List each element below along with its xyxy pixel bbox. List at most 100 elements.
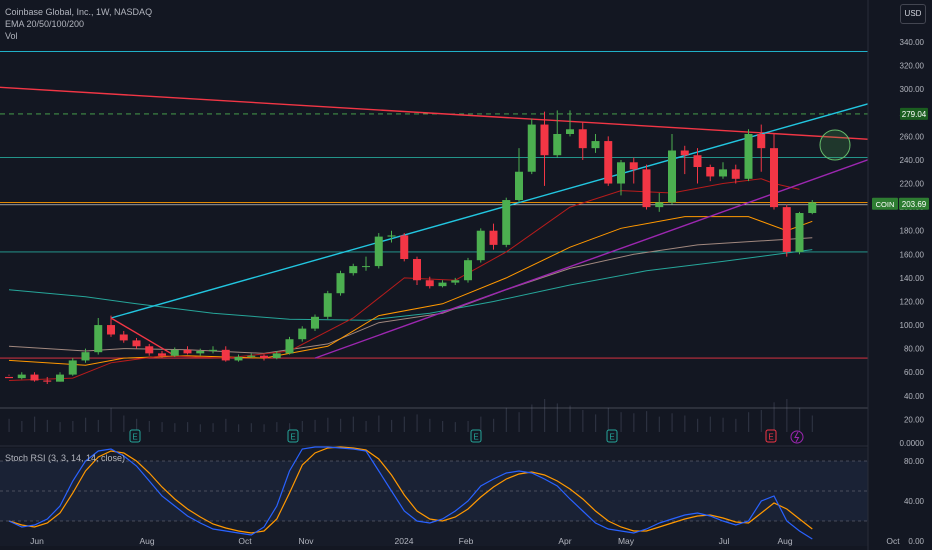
- volume-bar: [327, 417, 329, 432]
- volume-bar: [722, 417, 724, 432]
- volume-bar: [467, 421, 469, 432]
- volume-bar: [378, 415, 380, 432]
- volume-bar: [760, 410, 762, 432]
- volume-bar: [187, 422, 189, 432]
- candle-body: [668, 150, 676, 203]
- candle-body: [502, 200, 511, 245]
- candle-body: [527, 124, 536, 172]
- y-tick-label: 0.0000: [900, 439, 925, 448]
- volume-bar: [263, 424, 265, 432]
- ema50-line: [8, 216, 813, 366]
- candle-body: [464, 260, 472, 281]
- y-tick-label: 180.00: [900, 227, 925, 236]
- earnings-marker-label: E: [132, 433, 137, 442]
- candle-body: [221, 349, 230, 361]
- candle-body: [782, 207, 791, 252]
- level-price-label: 279.04: [902, 110, 927, 119]
- volume-bar: [709, 416, 711, 432]
- candle-body: [349, 266, 358, 274]
- candle-body: [272, 353, 281, 359]
- volume-bar: [34, 416, 36, 432]
- volume-bar: [748, 412, 750, 432]
- rsi-y-tick-label: 80.00: [904, 457, 925, 466]
- volume-bar: [8, 418, 10, 432]
- candle-body: [808, 202, 817, 214]
- candle-body: [183, 349, 192, 354]
- x-tick-label: Nov: [298, 536, 314, 546]
- y-tick-label: 140.00: [900, 274, 925, 283]
- volume-bar: [595, 414, 597, 432]
- volume-bar: [365, 421, 367, 432]
- volume-bar: [238, 424, 240, 432]
- x-tick-label: Jul: [719, 536, 730, 546]
- y-tick-label: 160.00: [900, 250, 925, 259]
- price-axis: [868, 0, 932, 550]
- candle-body: [591, 141, 600, 149]
- volume-bar: [352, 416, 354, 432]
- volume-bar: [493, 418, 495, 432]
- candle-body: [145, 346, 154, 354]
- volume-bar: [658, 416, 660, 432]
- volume-bar: [301, 421, 303, 432]
- candle-body: [94, 325, 103, 353]
- y-tick-label: 320.00: [900, 62, 925, 71]
- volume-bar: [314, 419, 316, 432]
- earnings-marker-label: E: [290, 433, 295, 442]
- stoch-rsi-legend[interactable]: Stoch RSI (3, 3, 14, 14, close): [5, 453, 126, 463]
- candle-body: [68, 360, 77, 375]
- x-tick-label: Aug: [139, 536, 154, 546]
- candle-body: [706, 167, 715, 177]
- candle-body: [336, 273, 345, 294]
- candle-body: [247, 355, 256, 357]
- candle-body: [476, 230, 485, 261]
- earnings-marker-label: E: [473, 433, 478, 442]
- candle-body: [795, 213, 804, 252]
- candle-body: [387, 235, 396, 237]
- volume-bar: [250, 423, 252, 432]
- volume-bar: [442, 421, 444, 432]
- volume-legend[interactable]: Vol: [5, 31, 18, 41]
- volume-bar: [544, 399, 546, 432]
- candle-body: [43, 380, 52, 382]
- volume-bar: [46, 419, 48, 432]
- rsi-y-tick-label: 40.00: [904, 497, 925, 506]
- x-tick-label: Apr: [558, 536, 571, 546]
- currency-button[interactable]: USD: [900, 4, 926, 24]
- candle-body: [489, 230, 498, 245]
- candle-body: [425, 280, 434, 287]
- ticker-badge: [872, 197, 898, 210]
- volume-bar: [72, 421, 74, 432]
- x-tick-label: 2024: [395, 536, 414, 546]
- candle-body: [680, 150, 689, 156]
- candle-body: [107, 325, 115, 335]
- volume-bar: [786, 399, 788, 432]
- candle-body: [56, 374, 64, 382]
- candle-body: [540, 124, 549, 156]
- stoch-d-line: [8, 446, 813, 534]
- candle-body: [5, 376, 13, 379]
- y-tick-label: 40.00: [904, 392, 925, 401]
- candle-body: [693, 155, 702, 168]
- candle-body: [234, 356, 243, 361]
- candle-body: [578, 129, 587, 149]
- candle-body: [413, 259, 421, 281]
- volume-bar: [391, 419, 393, 432]
- candle-body: [438, 282, 447, 287]
- ema100-line: [8, 237, 813, 354]
- volume-bar: [697, 418, 699, 432]
- ticker-label: COIN: [876, 200, 895, 209]
- volume-bar: [569, 405, 571, 432]
- volume-bar: [773, 402, 775, 432]
- ema-legend[interactable]: EMA 20/50/100/200: [5, 19, 85, 29]
- last-price-badge: [899, 197, 929, 210]
- volume-bar: [505, 407, 507, 432]
- volume-bar: [429, 418, 431, 432]
- candle-body: [323, 293, 332, 317]
- purple-trend-line: [314, 136, 932, 359]
- earnings-marker-label: E: [609, 433, 614, 442]
- candle-body: [196, 351, 205, 354]
- y-tick-label: 120.00: [900, 297, 925, 306]
- volume-bar: [174, 423, 176, 432]
- y-tick-label: 240.00: [900, 156, 925, 165]
